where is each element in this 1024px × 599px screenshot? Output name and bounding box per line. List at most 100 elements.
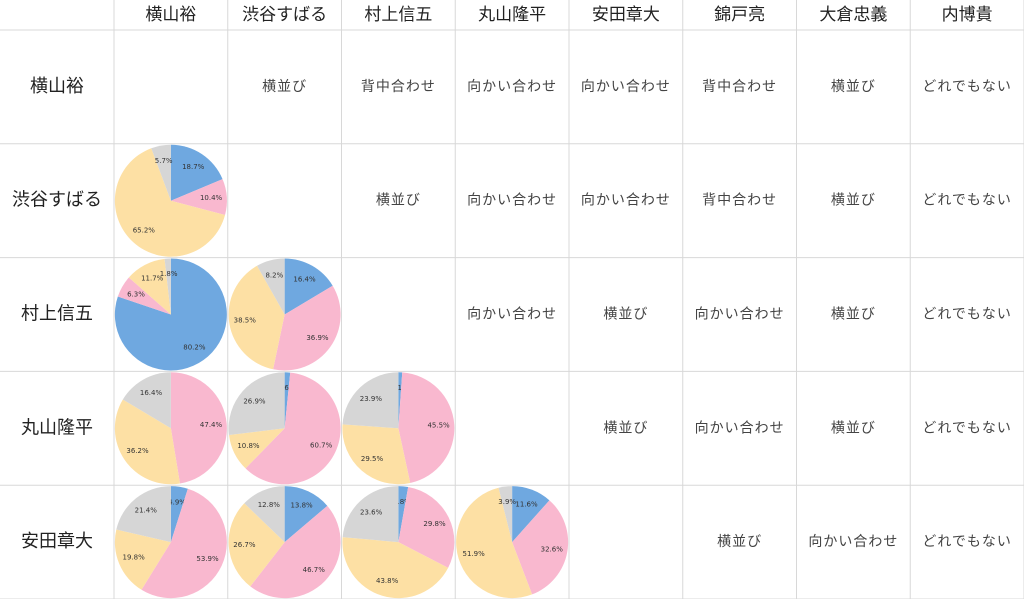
pie-slice	[151, 144, 171, 201]
slice-label: 26.9%	[243, 398, 266, 406]
column-header: 丸山隆平	[478, 5, 546, 25]
pie-slice	[498, 486, 513, 543]
pie-slice	[170, 372, 227, 484]
cell-text: どれでもない	[922, 307, 1012, 323]
slice-label: 16.4%	[140, 389, 163, 397]
cell-text: どれでもない	[922, 534, 1012, 550]
pie-slice	[245, 372, 341, 485]
column-header: 大倉忠義	[819, 5, 887, 25]
column-header: 横山裕	[145, 5, 196, 25]
slice-label: 45.5%	[427, 421, 450, 429]
column-header: 村上信五	[364, 5, 432, 25]
pie-slice	[398, 486, 409, 543]
cell-text: 向かい合わせ	[467, 193, 557, 209]
pie-slice	[398, 486, 455, 568]
pie-slice	[284, 486, 328, 543]
cell-text: 横並び	[717, 534, 762, 550]
pie-slice	[170, 179, 227, 215]
slice-label: 3.9%	[498, 498, 516, 506]
slice-label: 23.6%	[360, 508, 383, 516]
slice-label: 2.8%	[393, 498, 411, 506]
row-header: 横山裕	[30, 76, 84, 97]
cell-text: 横並び	[262, 79, 307, 95]
slice-label: 4.9%	[168, 498, 186, 506]
cell-text: 向かい合わせ	[467, 307, 557, 323]
slice-label: 16.4%	[293, 275, 316, 283]
pie-slice	[122, 372, 171, 429]
pie-slice	[512, 500, 569, 595]
row-header: 渋谷すばる	[12, 190, 102, 211]
pie-slice	[284, 372, 291, 429]
pie-slice	[170, 144, 223, 201]
pie-slice	[342, 486, 399, 543]
cell-text: 向かい合わせ	[808, 534, 898, 550]
cell-text: 背中合わせ	[702, 193, 777, 209]
slice-label: 80.2%	[183, 343, 206, 351]
pie-slice	[141, 488, 227, 599]
cell-text: どれでもない	[922, 193, 1012, 209]
slice-label: 1.6%	[278, 384, 296, 392]
slice-label: 8.2%	[265, 272, 283, 280]
slice-label: 36.9%	[306, 334, 329, 342]
slice-label: 26.7%	[233, 541, 256, 549]
cell-text: 横並び	[831, 307, 876, 323]
slice-label: 10.4%	[200, 194, 223, 202]
slice-label: 21.4%	[135, 507, 158, 515]
pie-slice	[114, 399, 180, 485]
pie-slice	[244, 486, 285, 543]
slice-label: 11.7%	[141, 275, 164, 283]
pie-slice	[114, 529, 171, 590]
slice-label: 6.3%	[127, 290, 145, 298]
pie-slice	[164, 258, 171, 315]
cell-text: 向かい合わせ	[581, 79, 671, 95]
pie-slice	[228, 372, 285, 435]
pie-slice	[228, 265, 285, 370]
pie-slice	[250, 505, 341, 599]
slice-label: 51.9%	[463, 550, 486, 558]
cell-text: どれでもない	[922, 420, 1012, 436]
pie-slice	[342, 537, 449, 599]
slice-label: 13.8%	[290, 502, 313, 510]
cell-text: 横並び	[603, 420, 648, 436]
cell-text: 横並び	[831, 420, 876, 436]
cell-text: 横並び	[376, 193, 421, 209]
slice-label: 43.8%	[376, 577, 399, 585]
cell-text: 向かい合わせ	[467, 79, 557, 95]
pie-slice	[128, 258, 171, 315]
slice-label: 46.7%	[303, 566, 326, 574]
column-header: 錦戸亮	[714, 5, 765, 25]
slice-label: 29.8%	[423, 520, 446, 528]
slice-label: 10.8%	[237, 442, 260, 450]
slice-label: 32.6%	[541, 545, 564, 553]
pie-slice	[512, 486, 550, 543]
cell-text: 横並び	[603, 307, 648, 323]
pie-slice	[284, 258, 333, 315]
column-header: 内博貴	[942, 5, 993, 25]
pie-slice	[342, 424, 411, 485]
cell-text: 横並び	[831, 193, 876, 209]
slice-label: 1.8%	[160, 270, 178, 278]
slice-label: 12.8%	[258, 501, 281, 509]
slice-label: 53.9%	[196, 555, 219, 563]
slice-label: 47.4%	[200, 421, 223, 429]
pie-slice	[257, 258, 285, 315]
pie-slice	[342, 372, 399, 429]
pie-slice	[228, 503, 285, 587]
slice-label: 38.5%	[234, 317, 257, 325]
slice-label: 11.6%	[515, 500, 538, 508]
pie-slice	[273, 285, 341, 371]
slice-label: 36.2%	[126, 447, 149, 455]
cell-text: 向かい合わせ	[581, 193, 671, 209]
slice-label: 5.7%	[155, 157, 173, 165]
slice-label: 1.1%	[391, 384, 409, 392]
pie-slice	[398, 372, 403, 429]
slice-label: 23.9%	[360, 395, 383, 403]
pie-slice	[229, 428, 285, 469]
pie-slice	[114, 258, 227, 371]
pie-slice	[170, 486, 188, 543]
pie-slice	[117, 277, 171, 315]
slice-label: 60.7%	[310, 441, 333, 449]
row-header: 村上信五	[21, 304, 93, 325]
column-header: 安田章大	[592, 5, 660, 25]
